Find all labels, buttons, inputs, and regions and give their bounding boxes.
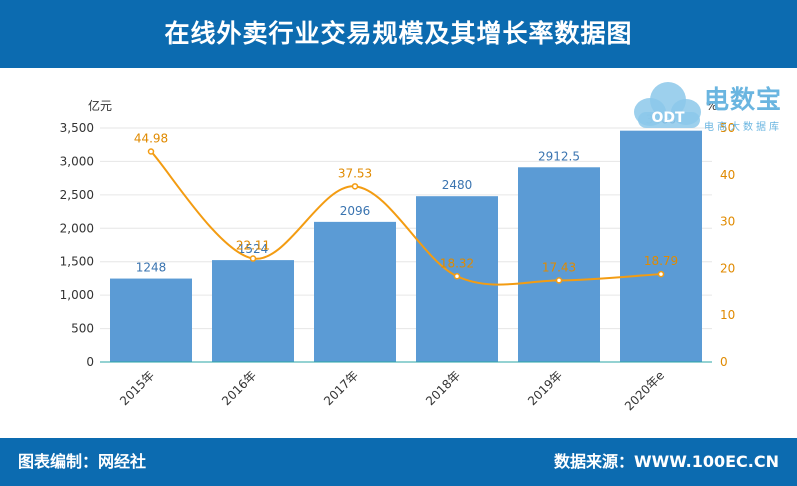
y-tick-label: 0 xyxy=(86,355,94,369)
rate-value-label: 44.98 xyxy=(134,131,168,145)
y2-tick-label: 30 xyxy=(720,215,735,229)
y2-tick-label: 50 xyxy=(720,121,735,135)
bar xyxy=(518,167,600,362)
bar xyxy=(212,260,294,362)
footer-source: 数据来源：WWW.100EC.CN xyxy=(553,452,779,471)
line-point xyxy=(555,277,563,284)
y2-tick-label: 10 xyxy=(720,308,735,322)
bar xyxy=(110,278,192,362)
chart-title: 在线外卖行业交易规模及其增长率数据图 xyxy=(164,19,633,48)
bar xyxy=(620,130,702,362)
rate-value-label: 18.79 xyxy=(644,254,678,268)
bar-value-label: 2912.5 xyxy=(538,149,580,163)
y2-tick-label: 40 xyxy=(720,168,735,182)
x-tick-label: 2015年 xyxy=(117,368,157,408)
y-tick-label: 2,000 xyxy=(60,221,94,235)
y-tick-label: 3,500 xyxy=(60,121,94,135)
x-tick-label: 2020年e xyxy=(622,368,667,413)
rate-value-label: 17.43 xyxy=(542,260,576,274)
rate-value-label: 18.32 xyxy=(440,256,474,270)
bar-value-label: 1248 xyxy=(136,261,167,275)
y-tick-label: 500 xyxy=(71,322,94,336)
footer-credit: 图表编制：网经社 xyxy=(18,452,147,471)
bar-value-label: 2096 xyxy=(340,204,371,218)
x-tick-label: 2017年 xyxy=(321,368,361,408)
cloud-logo-icon: ODT xyxy=(634,82,701,128)
x-tick-label: 2019年 xyxy=(525,368,565,408)
logo-badge: ODT xyxy=(651,110,685,126)
y-axis-label: 亿元 xyxy=(88,98,112,113)
x-tick-label: 2016年 xyxy=(219,368,259,408)
y-tick-label: 1,500 xyxy=(60,255,94,269)
bar-value-label: 1524 xyxy=(238,242,269,256)
bar-value-label: 2480 xyxy=(442,178,473,192)
y2-tick-label: 0 xyxy=(720,355,728,369)
rate-value-label: 22.11 xyxy=(236,239,270,253)
line-point xyxy=(657,270,665,278)
y-tick-label: 3,000 xyxy=(60,154,94,168)
x-tick-label: 2018年 xyxy=(423,368,463,408)
line-point xyxy=(147,148,155,155)
y-tick-label: 1,000 xyxy=(60,288,94,302)
bar xyxy=(314,221,396,362)
logo: ODT 电数宝 电商大数据库 xyxy=(628,74,793,140)
y2-tick-label: 20 xyxy=(720,261,735,275)
y2-axis-label: % xyxy=(706,99,717,113)
line-point xyxy=(351,183,359,190)
line-point xyxy=(249,255,257,262)
y-tick-label: 2,500 xyxy=(60,188,94,202)
line-point xyxy=(453,273,461,280)
logo-brand: 电数宝 xyxy=(704,85,783,114)
chart-header: 在线外卖行业交易规模及其增长率数据图 xyxy=(0,0,797,68)
rate-value-label: 37.53 xyxy=(338,166,372,180)
logo-subtitle: 电商大数据库 xyxy=(704,122,782,133)
chart-footer: 图表编制：网经社 数据来源：WWW.100EC.CN xyxy=(0,438,797,486)
